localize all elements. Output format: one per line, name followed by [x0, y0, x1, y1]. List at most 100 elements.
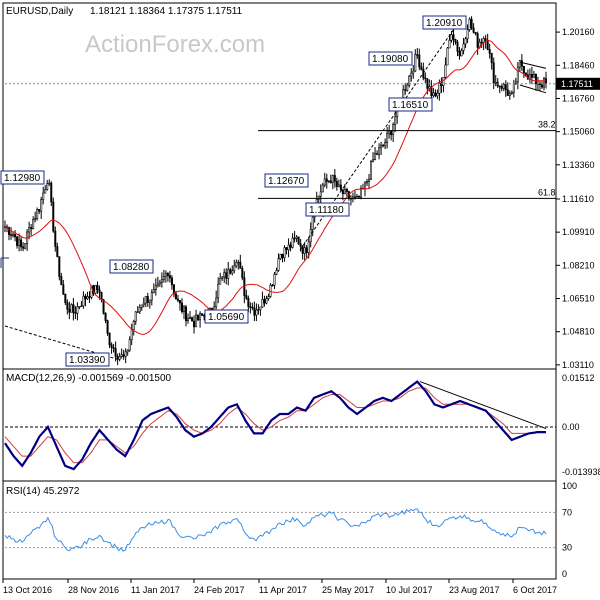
- candle-body: [289, 244, 292, 248]
- candle-body: [516, 66, 519, 83]
- candle-body: [34, 218, 37, 220]
- candle-body: [448, 40, 451, 49]
- candle-body: [265, 298, 268, 304]
- candle-body: [444, 64, 447, 78]
- macd-panel: MACD(12,26,9) -0.001569 -0.001500 0.01512…: [4, 373, 600, 477]
- candle-body: [197, 314, 200, 321]
- candle-body: [138, 307, 141, 313]
- candle-body: [506, 89, 509, 96]
- candle-body: [436, 92, 439, 97]
- swing-label-text: 1.16510: [392, 100, 429, 111]
- candle-body: [271, 284, 274, 287]
- candle-body: [432, 92, 435, 97]
- candle-body: [146, 295, 149, 303]
- candle-body: [510, 92, 513, 94]
- candle-body: [166, 273, 169, 276]
- candle-body: [191, 317, 194, 322]
- watermark: ActionForex.com: [85, 31, 265, 58]
- candle-body: [80, 305, 83, 307]
- candle-body: [355, 195, 358, 198]
- candle-body: [30, 227, 33, 230]
- candle-body: [319, 191, 322, 197]
- candle-body: [124, 351, 127, 357]
- candle-body: [162, 276, 165, 280]
- candle-body: [112, 347, 115, 349]
- candle-body: [82, 295, 85, 307]
- rsi-panel-frame: [2, 480, 557, 580]
- macd-divergence-line: [419, 381, 547, 430]
- macd-axis-label: 0.01512: [562, 373, 595, 383]
- candle-body: [104, 313, 107, 321]
- candle-body: [480, 41, 483, 44]
- candle-body: [464, 38, 467, 45]
- price-axis-label: 1.03110: [562, 360, 594, 370]
- swing-label-box: [305, 202, 350, 217]
- candle-body: [239, 261, 242, 269]
- x-axis-label: 25 May 2017: [322, 585, 374, 595]
- candle-body: [293, 237, 296, 240]
- candle-body: [241, 268, 244, 279]
- candle-body: [233, 265, 236, 271]
- candle-body: [174, 293, 177, 300]
- candle-body: [12, 234, 15, 236]
- candle-body: [130, 329, 133, 340]
- candle-body: [317, 195, 320, 200]
- wedge-upper-line: [519, 61, 547, 69]
- candle-body: [538, 83, 541, 86]
- candle-body: [66, 302, 69, 310]
- x-axis-label: 23 Aug 2017: [449, 585, 500, 595]
- candle-body: [452, 34, 455, 40]
- rsi-line: [4, 508, 547, 552]
- candle-body: [428, 86, 431, 89]
- ohlc-readout: 1.18121 1.18364 1.17375 1.17511: [90, 6, 243, 17]
- candle-body: [323, 178, 326, 186]
- candle-body: [277, 258, 280, 271]
- candle-body: [50, 182, 53, 203]
- candle-body: [257, 309, 260, 311]
- candle-body: [245, 295, 248, 299]
- candle-body: [223, 272, 226, 278]
- candle-body: [285, 247, 288, 251]
- candle-body: [406, 84, 409, 91]
- candle-body: [78, 306, 81, 308]
- candle-body: [68, 308, 71, 313]
- rsi-panel: RSI(14) 45.2972 100 70 30 0: [4, 481, 577, 579]
- candle-body: [114, 348, 117, 357]
- candle-body: [357, 195, 360, 198]
- candle-body: [287, 244, 290, 251]
- candle-body: [32, 219, 35, 230]
- candle-body: [88, 296, 91, 298]
- candle-body: [176, 298, 179, 301]
- candle-body: [40, 199, 43, 212]
- candle-body: [363, 182, 366, 190]
- candle-body: [261, 299, 264, 308]
- fib-level-label: 61.8: [538, 187, 556, 197]
- candle-body: [231, 270, 234, 274]
- candle-body: [524, 72, 527, 76]
- candle-body: [307, 241, 310, 253]
- candle-body: [201, 313, 204, 316]
- candle-body: [189, 317, 192, 319]
- x-axis-label: 11 Jan 2017: [131, 585, 180, 595]
- candle-body: [446, 47, 449, 66]
- candle-body: [20, 239, 23, 248]
- x-axis-label: 10 Jul 2017: [386, 585, 433, 595]
- candle-body: [470, 18, 473, 29]
- x-axis-label: 6 Oct 2017: [513, 585, 557, 595]
- rsi-title: RSI(14) 45.2972: [6, 486, 80, 497]
- candle-body: [542, 78, 545, 88]
- candle-body: [482, 38, 485, 43]
- candle-body: [486, 40, 489, 50]
- candle-body: [492, 62, 495, 84]
- fib-level-label: 38.2: [538, 120, 556, 130]
- candle-body: [283, 247, 286, 259]
- candle-body: [466, 29, 469, 40]
- candle-body: [86, 296, 89, 300]
- candle-body: [376, 153, 379, 155]
- candle-body: [305, 247, 308, 253]
- candle-body: [90, 285, 93, 298]
- candle-body: [215, 297, 218, 308]
- candle-body: [110, 344, 113, 348]
